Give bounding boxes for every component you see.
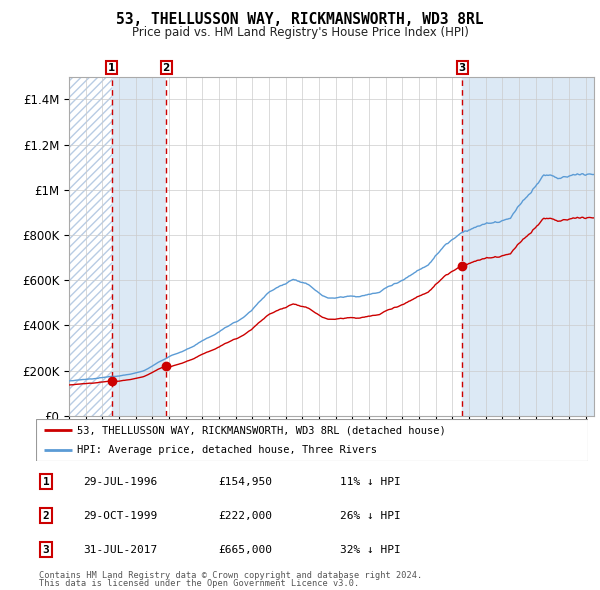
Text: Contains HM Land Registry data © Crown copyright and database right 2024.: Contains HM Land Registry data © Crown c…: [39, 571, 422, 579]
Text: 29-JUL-1996: 29-JUL-1996: [83, 477, 157, 487]
Bar: [69, 77, 112, 416]
Text: £222,000: £222,000: [218, 511, 272, 521]
Text: 2: 2: [43, 511, 49, 521]
Text: 2: 2: [163, 63, 170, 73]
Text: 53, THELLUSSON WAY, RICKMANSWORTH, WD3 8RL (detached house): 53, THELLUSSON WAY, RICKMANSWORTH, WD3 8…: [77, 425, 446, 435]
Text: Price paid vs. HM Land Registry's House Price Index (HPI): Price paid vs. HM Land Registry's House …: [131, 26, 469, 39]
Text: This data is licensed under the Open Government Licence v3.0.: This data is licensed under the Open Gov…: [39, 579, 359, 588]
Text: 3: 3: [43, 545, 49, 555]
Text: 1: 1: [108, 63, 115, 73]
Text: 53, THELLUSSON WAY, RICKMANSWORTH, WD3 8RL: 53, THELLUSSON WAY, RICKMANSWORTH, WD3 8…: [116, 12, 484, 27]
Text: 31-JUL-2017: 31-JUL-2017: [83, 545, 157, 555]
Text: £665,000: £665,000: [218, 545, 272, 555]
Text: £154,950: £154,950: [218, 477, 272, 487]
Text: 26% ↓ HPI: 26% ↓ HPI: [340, 511, 400, 521]
Bar: [69, 77, 112, 416]
Text: 3: 3: [458, 63, 466, 73]
Text: 1: 1: [43, 477, 49, 487]
Text: HPI: Average price, detached house, Three Rivers: HPI: Average price, detached house, Thre…: [77, 445, 377, 455]
Text: 29-OCT-1999: 29-OCT-1999: [83, 511, 157, 521]
Text: 32% ↓ HPI: 32% ↓ HPI: [340, 545, 400, 555]
Bar: [462, 77, 594, 416]
Bar: [112, 77, 166, 416]
Text: 11% ↓ HPI: 11% ↓ HPI: [340, 477, 400, 487]
Bar: [166, 77, 462, 416]
